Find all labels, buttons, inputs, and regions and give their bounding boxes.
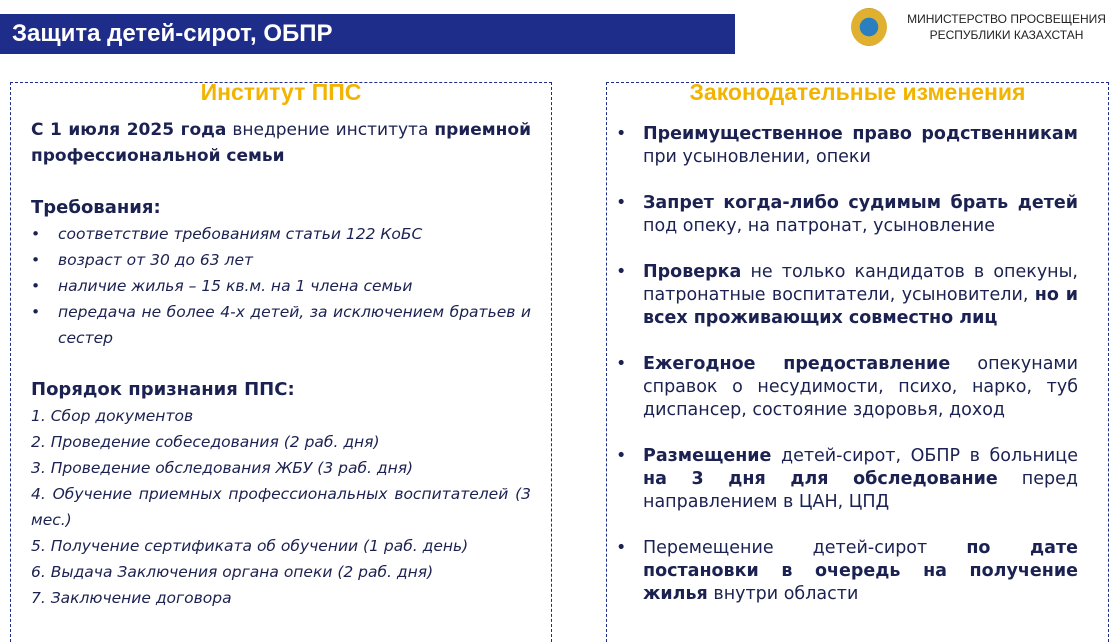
step: 7. Заключение договора <box>31 589 232 607</box>
change-item: Преимущественное право родственникам при… <box>616 123 1078 169</box>
slide: Защита детей-сирот, ОБПР МИНИСТЕРСТВО ПР… <box>0 0 1120 624</box>
step: 4. Обучение приемных профессиональных во… <box>31 485 531 529</box>
text-run: Размещение <box>643 446 772 466</box>
text-run: на 3 дня для обследование <box>643 469 998 489</box>
step: 3. Проведение обследования ЖБУ (3 раб. д… <box>31 459 414 477</box>
requirement: наличие жилья – 15 кв.м. на 1 члена семь… <box>31 273 531 299</box>
text-run: Запрет когда-либо судимым брать детей <box>643 193 1078 213</box>
requirement: передача не более 4-х детей, за исключен… <box>31 299 531 351</box>
text-run: при усыновлении, опеки <box>643 147 871 167</box>
text-run: приемной профессиональной семьи <box>31 120 531 166</box>
step: 1. Сбор документов <box>31 407 194 425</box>
emblem <box>851 8 887 46</box>
step: 2. Проведение собеседования (2 раб. дня) <box>31 433 380 451</box>
step: 6. Выдача Заключения органа опеки (2 раб… <box>31 563 434 581</box>
ministry-line: РЕСПУБЛИКИ КАЗАХСТАН <box>929 28 1084 42</box>
header-title: Защита детей-сирот, ОБПР <box>0 14 735 54</box>
requirement: соответствие требованиям статьи 122 КоБС <box>31 221 531 247</box>
change-item: Перемещение детей-сирот по дате постанов… <box>616 537 1078 606</box>
text-run: детей-сирот, ОБПР в больнице <box>780 446 1078 466</box>
text-run: перед направлением в ЦАН, ЦПД <box>643 469 1078 512</box>
right-panel: Законодательные изменения Преимущественн… <box>606 79 1109 642</box>
text-run: опекунами справок о несудимости, психо, … <box>643 354 1078 420</box>
change-item: Запрет когда-либо судимым брать детей по… <box>616 192 1078 238</box>
text-run: внедрение института <box>232 120 429 140</box>
left-panel: Институт ППС С 1 июля 2025 года внедрени… <box>10 79 552 642</box>
text-run: Преимущественное право родственникам <box>643 124 1078 144</box>
panel-title: Законодательные изменения <box>689 79 1026 105</box>
panel-title: Институт ППС <box>200 79 362 105</box>
text-run: под опеку, на патронат, усыновление <box>643 216 995 236</box>
text-run: Проверка <box>643 262 742 282</box>
text-run: не только кандидатов в опекуны, патронат… <box>643 262 1078 305</box>
ministry: МИНИСТЕРСТВО ПРОСВЕЩЕНИЯ РЕСПУБЛИКИ КАЗАХ… <box>893 11 1120 43</box>
text-run: Ежегодное предоставление <box>643 354 951 374</box>
requirement: возраст от 30 до 63 лет <box>31 247 531 273</box>
text-run: Перемещение детей-сирот <box>643 538 928 558</box>
change-item: Проверка не только кандидатов в опекуны,… <box>616 261 1078 330</box>
text-run: по дате постановки в очередь на получени… <box>643 538 1078 604</box>
right-content: Преимущественное право родственникам при… <box>616 123 1078 629</box>
intro: С 1 июля 2025 года внедрение института п… <box>31 117 531 169</box>
section-title: Требования: <box>31 197 161 218</box>
step: 5. Получение сертификата об обучении (1 … <box>31 537 469 555</box>
change-item: Ежегодное предоставление опекунами справ… <box>616 353 1078 422</box>
text-run: С 1 июля 2025 года <box>31 120 227 140</box>
change-item: Размещение детей-сирот, ОБПР в больнице … <box>616 445 1078 514</box>
section-title: Порядок признания ППС: <box>31 379 295 400</box>
ministry-line: МИНИСТЕРСТВО ПРОСВЕЩЕНИЯ <box>907 12 1106 26</box>
text-run: внутри области <box>713 584 859 604</box>
text-run: но и всех проживающих совместно лиц <box>643 285 1078 328</box>
left-content: С 1 июля 2025 года внедрение института п… <box>31 117 531 611</box>
